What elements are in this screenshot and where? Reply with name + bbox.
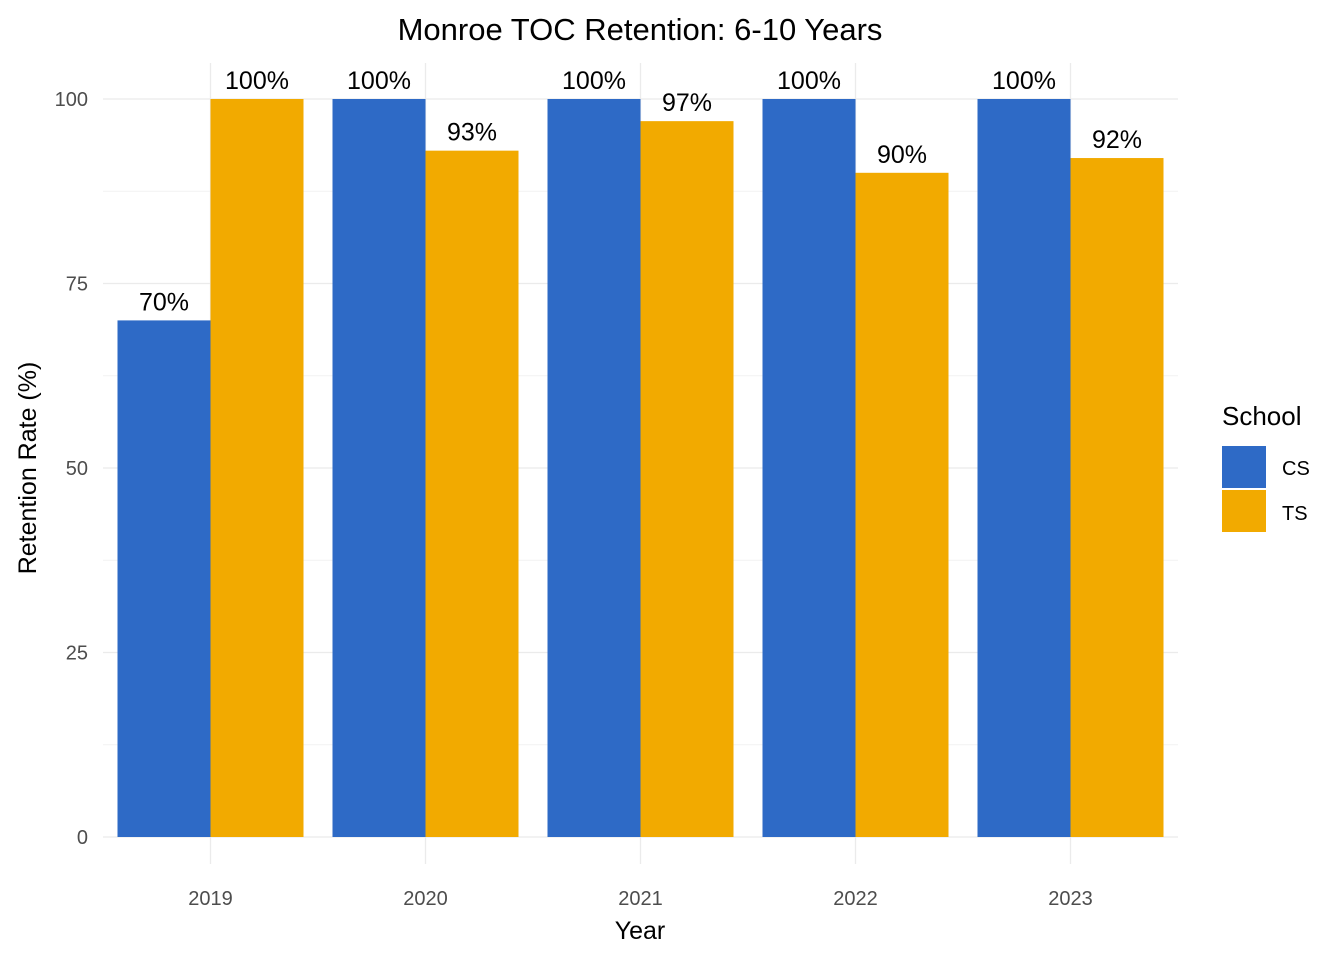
bar-ts-2021 <box>640 121 734 837</box>
bar-label-cs-2021: 100% <box>562 67 626 95</box>
bar-label-cs-2023: 100% <box>992 67 1056 95</box>
bar-label-cs-2022: 100% <box>777 67 841 95</box>
y-tick-label: 0 <box>77 827 88 849</box>
x-axis-title: Year <box>615 917 666 945</box>
bar-ts-2020 <box>425 150 519 837</box>
bar-cs-2023 <box>977 99 1071 837</box>
bar-label-ts-2021: 97% <box>662 89 712 117</box>
legend-swatch-cs <box>1222 446 1266 488</box>
x-tick-label: 2019 <box>188 888 233 910</box>
bar-labels: 70% 100% 100% 93% 100% 97% 100% 90% 100% 92% <box>139 67 1142 316</box>
bar-cs-2019 <box>117 320 211 837</box>
y-axis-title: Retention Rate (%) <box>14 362 42 575</box>
bar-cs-2020 <box>332 99 426 837</box>
x-tick-label: 2022 <box>833 888 878 910</box>
x-axis-ticks: 2019 2020 2021 2022 2023 <box>188 888 1093 910</box>
legend-label-ts: TS <box>1282 503 1308 525</box>
y-tick-label: 75 <box>66 274 88 296</box>
legend-label-cs: CS <box>1282 458 1310 480</box>
legend: School CS TS <box>1222 401 1310 532</box>
x-tick-label: 2021 <box>618 888 663 910</box>
bar-label-ts-2020: 93% <box>447 119 497 147</box>
bar-label-ts-2019: 100% <box>225 67 289 95</box>
bar-label-ts-2022: 90% <box>877 141 927 169</box>
bar-label-ts-2023: 92% <box>1092 126 1142 154</box>
legend-swatch-ts <box>1222 490 1266 532</box>
legend-title: School <box>1222 401 1302 431</box>
x-tick-label: 2020 <box>403 888 448 910</box>
bars <box>117 99 1164 838</box>
chart-title: Monroe TOC Retention: 6-10 Years <box>398 12 883 47</box>
x-tick-label: 2023 <box>1048 888 1093 910</box>
bar-ts-2019 <box>210 99 304 837</box>
y-tick-label: 25 <box>66 643 88 665</box>
y-tick-label: 100 <box>55 89 88 111</box>
bar-label-cs-2019: 70% <box>139 288 189 316</box>
bar-ts-2023 <box>1070 158 1164 838</box>
bar-label-cs-2020: 100% <box>347 67 411 95</box>
bar-cs-2022 <box>762 99 856 837</box>
bar-ts-2022 <box>855 172 949 838</box>
bar-cs-2021 <box>547 99 641 837</box>
y-axis-ticks: 0 25 50 75 100 <box>55 89 88 849</box>
y-tick-label: 50 <box>66 458 88 480</box>
